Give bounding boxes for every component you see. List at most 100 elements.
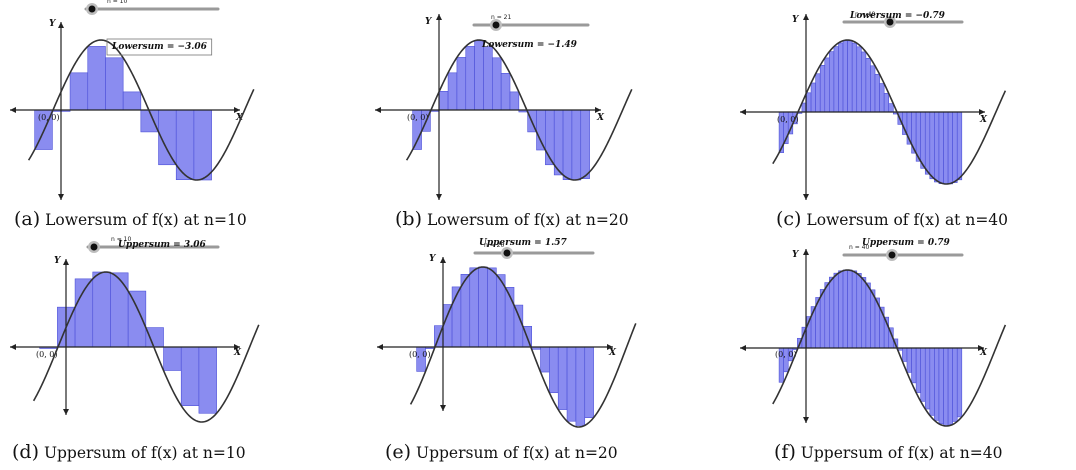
sum-bar <box>442 304 453 348</box>
caption-e: (e) Uppersum of f(x) at n=20 <box>385 441 743 463</box>
origin-label: (0, 0) <box>407 113 429 122</box>
sum-bar <box>513 304 524 348</box>
sum-bar <box>553 109 564 176</box>
sum-bar <box>861 277 867 349</box>
sum-bar <box>509 91 520 111</box>
chart-panel-b: Y X (0, 0) n = 21 Lowersum = −1.49 (b) Lower… <box>359 0 717 235</box>
function-curve <box>32 271 260 423</box>
sum-bar <box>929 347 935 416</box>
x-axis-arrow-left-icon <box>740 345 746 351</box>
sum-bar <box>938 347 944 425</box>
sum-bar <box>833 272 839 349</box>
chart-panel-a: Y X (0, 0) n = 10 Lowersum = −3.06 (a) Lower… <box>0 0 358 235</box>
slider-knob <box>503 249 511 257</box>
sum-bar <box>883 93 890 113</box>
slider-label: n = 10 <box>111 236 131 243</box>
caption-letter: (f) <box>774 441 796 463</box>
sum-bar <box>906 347 912 373</box>
slider-knob <box>90 243 98 251</box>
slider-knob <box>492 21 500 29</box>
caption-d: (d) Uppersum of f(x) at n=10 <box>12 441 370 463</box>
y-axis-arrow-up-icon <box>436 14 442 20</box>
chart-panel-c: Y X (0, 0) n = 40 Lowersum = −0.79 (c) Lower… <box>718 0 1076 235</box>
sum-bar <box>110 272 129 348</box>
sum-bar <box>833 46 839 113</box>
sum-bars <box>39 271 217 414</box>
origin-label: (0, 0) <box>36 350 58 359</box>
sum-bar <box>145 327 164 348</box>
sum-bar <box>838 42 844 113</box>
origin-label: (0, 0) <box>777 115 799 124</box>
chart-svg-a: Y X (0, 0) n = 10 Lowersum = −3.06 <box>10 0 255 200</box>
y-axis-arrow-up-icon <box>440 257 446 263</box>
origin-label: (0, 0) <box>38 113 60 122</box>
sum-bar <box>193 109 212 181</box>
y-axis-label: Y <box>792 15 800 25</box>
x-axis-label: X <box>608 348 617 358</box>
function-curve <box>27 39 255 181</box>
sum-bar <box>549 346 559 394</box>
sum-bar <box>865 58 871 113</box>
sum-label: Uppersum = 3.06 <box>118 240 207 250</box>
sum-bar <box>584 346 594 418</box>
sum-bar <box>838 270 844 349</box>
x-axis-label: X <box>979 115 988 125</box>
sum-bar <box>819 289 826 349</box>
sum-bar <box>483 46 493 111</box>
y-axis-label: Y <box>49 19 57 29</box>
sum-bar <box>938 111 944 184</box>
y-axis-arrow-down-icon <box>803 194 809 200</box>
function-curve <box>405 39 633 181</box>
slider-label: n = 20 <box>484 242 504 249</box>
sum-bar <box>924 347 931 410</box>
slider-label: n = 10 <box>107 0 127 5</box>
sum-bar <box>947 111 953 185</box>
sum-bar <box>870 65 876 113</box>
sum-bar <box>856 273 862 349</box>
origin-label: (0, 0) <box>775 350 797 359</box>
y-axis-arrow-up-icon <box>63 259 69 265</box>
sum-label-box <box>106 38 213 56</box>
sum-bar <box>536 109 546 151</box>
sum-bar <box>829 51 835 113</box>
slider-knob <box>88 5 96 13</box>
sum-bars <box>34 46 212 181</box>
caption-letter: (b) <box>395 208 422 230</box>
sum-bar <box>74 278 94 348</box>
sum-bar <box>924 111 931 175</box>
sum-bar <box>920 347 926 402</box>
x-axis-arrow-right-icon <box>234 344 240 350</box>
y-axis-label: Y <box>54 256 62 266</box>
sum-bar <box>956 111 963 181</box>
sum-bar <box>456 57 467 111</box>
caption-text: Uppersum of f(x) at n=20 <box>416 444 618 462</box>
sum-bar <box>469 267 479 348</box>
function-curve <box>409 266 637 428</box>
sum-bar <box>806 92 812 113</box>
sum-bar <box>824 57 830 113</box>
sum-bar <box>851 42 858 113</box>
sum-bar <box>487 267 497 348</box>
y-axis-arrow-down-icon <box>436 194 442 200</box>
y-axis-label: Y <box>429 254 437 264</box>
sum-bar <box>842 40 848 113</box>
caption-b: (b) Lowersum of f(x) at n=20 <box>395 208 753 230</box>
caption-letter: (e) <box>385 441 412 463</box>
x-axis-arrow-left-icon <box>740 109 746 115</box>
sum-bar <box>943 111 949 185</box>
sum-bar <box>198 346 217 414</box>
caption-a: (a) Lowersum of f(x) at n=10 <box>14 208 372 230</box>
sum-bar <box>474 40 484 111</box>
slider-label: n = 40 <box>849 244 869 251</box>
caption-letter: (d) <box>12 441 39 463</box>
function-curve <box>772 269 1007 427</box>
sum-bar <box>865 282 871 349</box>
sum-label: Uppersum = 0.79 <box>862 238 951 248</box>
sum-bar <box>566 346 577 422</box>
sum-bar <box>540 346 550 373</box>
sum-bar <box>829 276 835 349</box>
